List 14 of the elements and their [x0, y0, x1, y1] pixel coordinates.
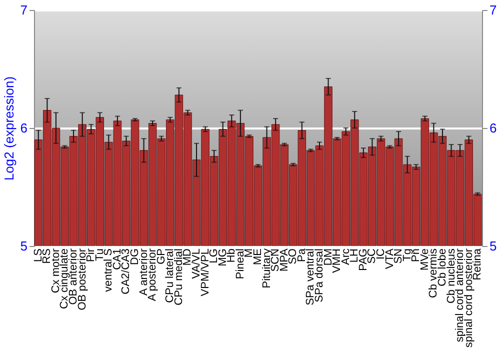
- x-tick-label: Cb lobe: [436, 248, 448, 286]
- y2-tick-label: 5: [490, 238, 497, 254]
- x-tick-label: A posterior: [146, 248, 159, 302]
- x-tick-label: OB posterior: [76, 248, 88, 310]
- y-tick-label: 7: [20, 2, 28, 18]
- x-tick-label: RS: [41, 248, 54, 264]
- x-tick-label: IC: [374, 248, 387, 260]
- y2-tick-label: 7: [490, 2, 497, 18]
- y-tick-label: 5: [20, 238, 28, 254]
- x-tick-label: Tg: [401, 248, 414, 262]
- y-tick-label: 6: [20, 120, 28, 136]
- x-tick-label: SPa dorsal: [313, 248, 326, 302]
- y2-tick-label: 6: [490, 120, 497, 136]
- y-axis-title: Log2 (expression): [1, 76, 16, 181]
